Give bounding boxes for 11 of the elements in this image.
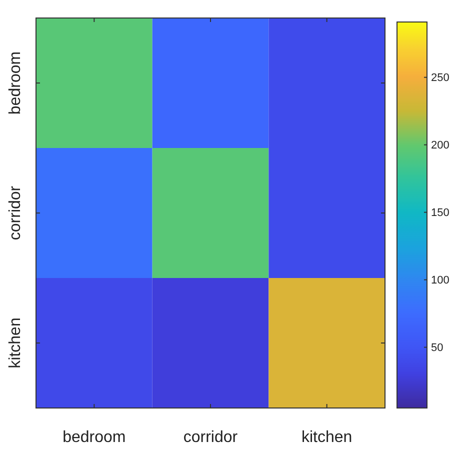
- color-bar-label: 150: [431, 207, 450, 220]
- y-tick-label: kitchen: [7, 318, 24, 368]
- y-tick-label: corridor: [7, 185, 24, 240]
- x-tick-label: bedroom: [62, 429, 126, 446]
- color-bar-label: 50: [431, 342, 444, 354]
- color-bar-label: 200: [431, 140, 450, 152]
- x-tick-label: kitchen: [301, 429, 352, 446]
- color-bar-label: 100: [431, 274, 450, 287]
- y-tick-label: bedroom: [7, 51, 24, 115]
- color-bar-label: 250: [431, 72, 450, 84]
- x-tick-label: corridor: [183, 429, 238, 446]
